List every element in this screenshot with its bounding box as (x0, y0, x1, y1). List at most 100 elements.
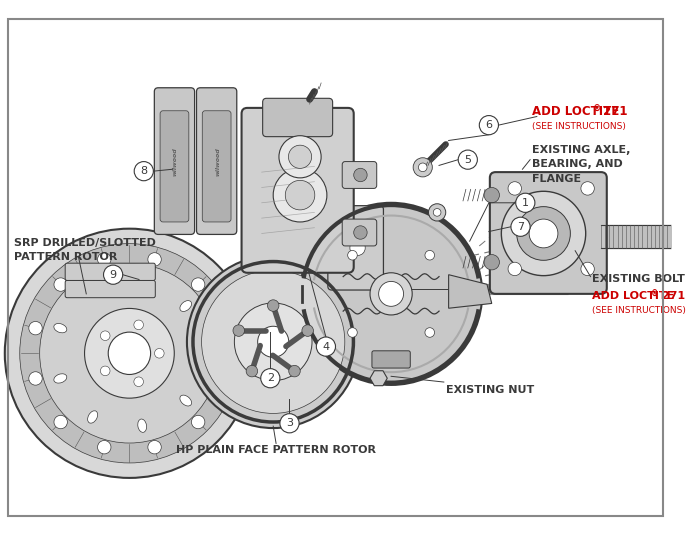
Circle shape (516, 193, 535, 212)
Text: 4: 4 (323, 341, 330, 351)
Text: HP PLAIN FACE PATTERN ROTOR: HP PLAIN FACE PATTERN ROTOR (176, 445, 376, 455)
Text: wilwood: wilwood (173, 147, 178, 176)
Circle shape (581, 182, 594, 195)
Circle shape (258, 326, 288, 357)
Circle shape (480, 116, 498, 135)
Circle shape (300, 203, 482, 385)
Circle shape (508, 182, 522, 195)
Circle shape (379, 281, 404, 307)
Ellipse shape (88, 411, 98, 423)
Text: (SEE INSTRUCTIONS): (SEE INSTRUCTIONS) (592, 305, 686, 315)
Circle shape (234, 303, 312, 380)
Ellipse shape (138, 419, 146, 432)
Circle shape (529, 219, 558, 248)
Text: (SEE INSTRUCTIONS): (SEE INSTRUCTIONS) (532, 121, 626, 131)
Circle shape (508, 262, 522, 276)
Circle shape (511, 217, 530, 236)
Text: 8: 8 (140, 166, 148, 176)
Circle shape (29, 322, 42, 335)
Ellipse shape (180, 301, 192, 311)
Circle shape (350, 240, 365, 256)
Circle shape (413, 158, 433, 177)
FancyBboxPatch shape (197, 88, 237, 234)
Circle shape (5, 228, 254, 478)
Circle shape (100, 331, 110, 340)
Circle shape (354, 169, 367, 182)
Text: 271: 271 (599, 105, 628, 118)
Circle shape (97, 440, 111, 454)
Circle shape (260, 369, 280, 388)
FancyBboxPatch shape (262, 98, 332, 136)
Circle shape (273, 169, 327, 222)
Text: 2: 2 (267, 373, 274, 383)
Circle shape (97, 253, 111, 266)
Text: EXISTING NUT: EXISTING NUT (446, 385, 534, 395)
Circle shape (108, 332, 150, 374)
Circle shape (187, 256, 360, 428)
Circle shape (191, 278, 205, 291)
Ellipse shape (138, 274, 146, 287)
Text: EXISTING AXLE,: EXISTING AXLE, (532, 145, 631, 155)
Circle shape (40, 264, 219, 443)
Circle shape (484, 187, 499, 203)
Circle shape (20, 243, 239, 463)
Circle shape (280, 414, 299, 433)
Text: ®: ® (651, 289, 659, 299)
Circle shape (370, 273, 412, 315)
FancyBboxPatch shape (490, 172, 607, 294)
Ellipse shape (88, 284, 98, 296)
Text: 271: 271 (657, 291, 685, 301)
Text: wilwood: wilwood (215, 147, 220, 176)
Circle shape (348, 328, 357, 337)
Text: 6: 6 (485, 120, 492, 130)
Circle shape (354, 226, 367, 239)
Circle shape (216, 372, 230, 385)
FancyBboxPatch shape (372, 351, 410, 368)
Circle shape (54, 278, 67, 291)
Text: 9: 9 (110, 270, 117, 280)
Circle shape (191, 415, 205, 429)
Circle shape (155, 348, 164, 358)
Circle shape (288, 145, 312, 169)
Text: ®: ® (592, 105, 601, 114)
FancyBboxPatch shape (160, 111, 189, 222)
FancyBboxPatch shape (154, 88, 195, 234)
Text: FLANGE: FLANGE (532, 174, 581, 184)
Text: BEARING, AND: BEARING, AND (532, 159, 623, 170)
FancyBboxPatch shape (202, 111, 231, 222)
Text: ADD LOCTITE: ADD LOCTITE (592, 291, 675, 301)
Circle shape (425, 250, 435, 260)
Circle shape (428, 204, 446, 221)
Circle shape (233, 325, 244, 337)
Circle shape (425, 328, 435, 337)
Ellipse shape (180, 395, 192, 406)
Circle shape (286, 180, 315, 210)
Circle shape (288, 365, 300, 377)
Ellipse shape (54, 324, 66, 333)
Circle shape (148, 253, 161, 266)
Circle shape (484, 255, 499, 270)
Text: ADD LOCTITE: ADD LOCTITE (532, 105, 620, 118)
Circle shape (202, 270, 345, 414)
Text: 5: 5 (464, 155, 471, 165)
FancyBboxPatch shape (342, 219, 377, 246)
FancyBboxPatch shape (65, 263, 155, 280)
Circle shape (267, 300, 279, 311)
Ellipse shape (196, 349, 209, 357)
Text: EXISTING BOLT: EXISTING BOLT (592, 274, 685, 285)
Circle shape (148, 440, 161, 454)
FancyBboxPatch shape (65, 280, 155, 297)
Circle shape (134, 377, 143, 386)
Circle shape (581, 262, 594, 276)
Circle shape (419, 163, 427, 172)
Circle shape (134, 320, 143, 330)
Circle shape (100, 366, 110, 376)
Circle shape (302, 325, 314, 337)
Circle shape (85, 309, 174, 398)
Text: SRP DRILLED/SLOTTED: SRP DRILLED/SLOTTED (15, 238, 156, 248)
Circle shape (54, 415, 67, 429)
Text: 1: 1 (522, 198, 528, 208)
Circle shape (246, 365, 258, 377)
Circle shape (501, 192, 586, 276)
FancyBboxPatch shape (328, 205, 384, 290)
